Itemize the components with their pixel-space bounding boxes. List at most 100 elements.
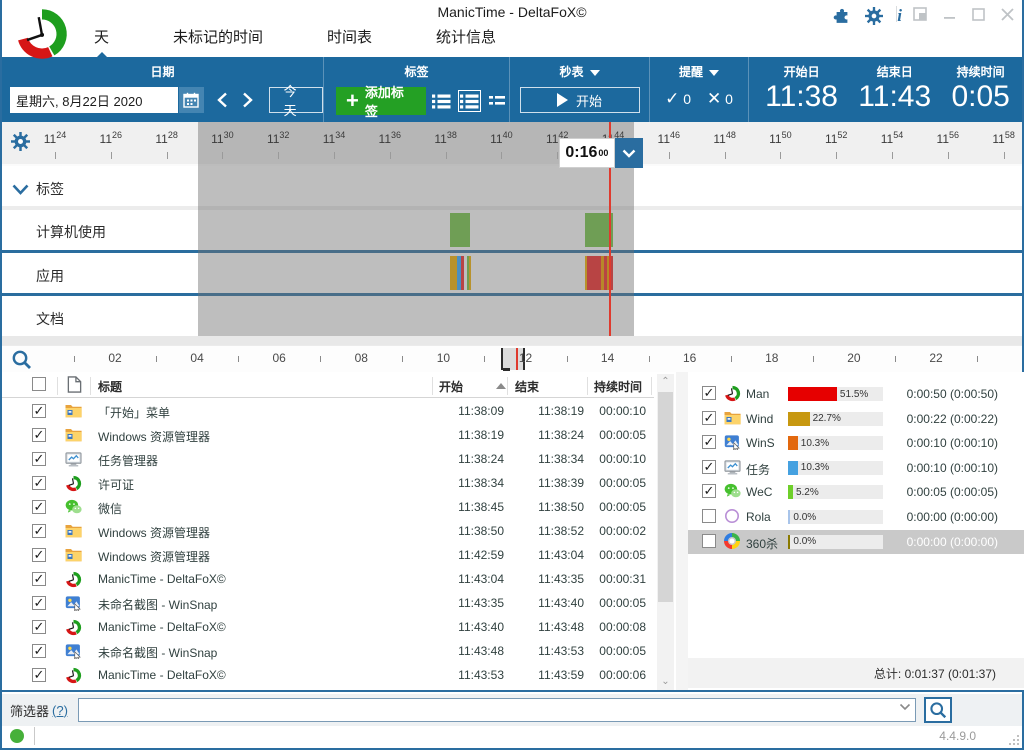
plugin-icon[interactable] — [833, 7, 851, 25]
app-checkbox[interactable]: ✓ — [702, 458, 716, 474]
timeline-settings-gear-icon[interactable] — [11, 132, 30, 151]
row-checkbox[interactable]: ✓ — [32, 499, 46, 514]
app-activity-segment[interactable] — [603, 256, 608, 290]
row-checkbox[interactable]: ✓ — [32, 571, 46, 586]
row-checkbox[interactable]: ✓ — [32, 403, 46, 418]
table-row[interactable]: ✓ 未命名截图 - WinSnap 11:43:48 11:43:53 00:00:05 — [2, 640, 654, 664]
visible-range-indicator[interactable] — [500, 348, 525, 370]
tab-day[interactable]: 天 — [90, 20, 113, 60]
timeline-row-applications-selected[interactable] — [2, 250, 1022, 296]
app-checkbox[interactable]: ✓ — [702, 385, 716, 400]
app-activity-segment[interactable] — [607, 256, 610, 290]
scroll-down-icon[interactable]: ⌄ — [661, 676, 670, 687]
selection-dropdown-button[interactable] — [614, 138, 643, 168]
table-row[interactable]: ✓ Windows 资源管理器 11:38:19 11:38:24 00:00:05 — [2, 424, 654, 448]
app-activity-segment[interactable] — [449, 256, 457, 290]
row-checkbox[interactable]: ✓ — [32, 643, 46, 658]
dock-window-icon[interactable] — [913, 7, 927, 21]
row-checkbox[interactable]: ✓ — [32, 427, 46, 442]
range-handle[interactable] — [502, 368, 510, 371]
timeline-row-tags[interactable] — [2, 166, 1022, 206]
filter-search-button[interactable] — [923, 697, 952, 723]
table-row[interactable]: ✓ 未命名截图 - WinSnap 11:43:35 11:43:40 00:00:05 — [2, 592, 654, 616]
maximize-icon[interactable] — [972, 7, 985, 21]
app-activity-segment[interactable] — [601, 256, 604, 290]
app-activity-segment[interactable] — [466, 256, 469, 290]
table-row[interactable]: ✓ ManicTime - DeltaFoX© 11:43:40 11:43:48 00… — [2, 616, 654, 640]
collapse-tags-chevron-icon[interactable] — [12, 184, 29, 195]
filter-input[interactable] — [77, 698, 916, 722]
table-row[interactable]: ✓ Windows 资源管理器 11:38:50 11:38:52 00:00:02 — [2, 520, 654, 544]
app-summary-row[interactable]: ✓ WeC 5.2% 0:00:05 (0:00:05) — [688, 480, 1024, 504]
col-start[interactable]: 开始 — [439, 380, 464, 394]
computer-usage-block[interactable] — [449, 213, 470, 247]
app-summary-row[interactable]: ✓ Man 51.5% 0:00:50 (0:00:50) — [688, 382, 1024, 406]
zoom-search-icon[interactable] — [11, 349, 32, 370]
info-icon[interactable]: i — [897, 6, 902, 25]
view-detail-icon[interactable] — [457, 90, 482, 112]
table-row[interactable]: ✓ ManicTime - DeltaFoX© 11:43:53 11:43:59 00… — [2, 664, 654, 688]
row-checkbox[interactable]: ✓ — [32, 475, 46, 490]
app-activity-segment[interactable] — [461, 256, 464, 290]
computer-usage-block[interactable] — [584, 213, 613, 247]
col-title[interactable]: 标题 — [98, 380, 123, 394]
selection-duration-label[interactable]: 0:16 00 — [558, 138, 643, 168]
col-duration[interactable]: 持续时间 — [594, 380, 643, 394]
document-column-icon[interactable] — [66, 376, 83, 393]
row-checkbox[interactable]: ✓ — [32, 547, 46, 562]
timeline[interactable]: 标签 计算机使用 应用 文档 0:16 00 1124 1126 1128 1130 11… — [2, 122, 1022, 345]
tab-timesheet[interactable]: 时间表 — [327, 29, 373, 46]
table-scrollbar[interactable]: ⌃ ⌄ — [657, 374, 674, 690]
app-summary-row[interactable]: ✓ WinS 10.3% 0:00:10 (0:00:10) — [688, 431, 1024, 455]
app-summary-row[interactable]: ✓ Wind 22.7% 0:00:22 (0:00:22) — [688, 407, 1024, 431]
timeline-row-computer-usage[interactable] — [2, 210, 1022, 250]
tab-untagged-time[interactable]: 未标记的时间 — [173, 29, 264, 46]
app-checkbox[interactable]: ✓ — [702, 434, 716, 450]
row-checkbox[interactable]: ✓ — [32, 523, 46, 538]
app-summary-row[interactable]: 360杀 0.0% 0:00:00 (0:00:00) — [688, 529, 1024, 554]
app-activity-segment[interactable] — [586, 256, 602, 290]
app-checkbox[interactable] — [702, 533, 716, 548]
app-summary-row[interactable]: ✓ 任务 10.3% 0:00:10 (0:00:10) — [688, 456, 1024, 480]
tab-statistics[interactable]: 统计信息 — [436, 29, 497, 46]
stopwatch-section-label[interactable]: 秒表 — [510, 63, 649, 80]
table-row[interactable]: ✓ 微信 11:38:45 11:38:50 00:00:05 — [2, 496, 654, 520]
row-checkbox[interactable]: ✓ — [32, 451, 46, 466]
calendar-button[interactable] — [178, 87, 204, 113]
app-activity-segment[interactable] — [456, 256, 462, 290]
select-all-checkbox[interactable] — [32, 377, 46, 391]
filter-help-link[interactable]: (?) — [52, 702, 68, 718]
table-row[interactable]: ✓ Windows 资源管理器 11:42:59 11:43:04 00:00:05 — [2, 544, 654, 568]
view-list-icon[interactable] — [430, 90, 454, 112]
add-tag-button[interactable]: + 添加标签 — [336, 85, 426, 119]
minimize-icon[interactable] — [943, 8, 956, 21]
app-checkbox[interactable]: ✓ — [702, 409, 716, 425]
table-row[interactable]: ✓ ManicTime - DeltaFoX© 11:43:04 11:43:35 00… — [2, 568, 654, 592]
filter-dropdown-chevron-icon[interactable] — [899, 703, 911, 711]
table-row[interactable]: ✓ 「开始」菜单 11:38:09 11:38:19 00:00:10 — [2, 400, 654, 424]
next-day-button[interactable] — [235, 87, 260, 113]
gear-icon[interactable] — [865, 7, 884, 25]
date-input[interactable]: 星期六, 8月22日 2020 — [10, 87, 178, 113]
app-activity-segment[interactable] — [584, 256, 587, 290]
today-button[interactable]: 今天 — [268, 84, 323, 118]
row-checkbox[interactable]: ✓ — [32, 619, 46, 634]
view-compact-icon[interactable] — [485, 90, 509, 112]
scrollbar-thumb[interactable] — [658, 392, 673, 602]
day-hours-axis[interactable]: 02 04 06 08 10 12 14 16 18 20 22 — [2, 345, 1022, 372]
prev-day-button[interactable] — [210, 87, 235, 113]
row-checkbox[interactable]: ✓ — [32, 667, 46, 682]
reminder-section-label[interactable]: 提醒 — [650, 63, 748, 80]
table-row[interactable]: ✓ 任务管理器 11:38:24 11:38:34 00:00:10 — [2, 448, 654, 472]
app-checkbox[interactable]: ✓ — [702, 483, 716, 499]
stopwatch-start-button[interactable]: 开始 — [519, 87, 640, 113]
app-activity-segment[interactable] — [468, 256, 471, 290]
timeline-row-documents[interactable] — [2, 296, 1022, 336]
col-end[interactable]: 结束 — [515, 380, 540, 394]
row-checkbox[interactable]: ✓ — [32, 595, 46, 610]
scroll-up-icon[interactable]: ⌃ — [661, 376, 670, 387]
close-icon[interactable] — [1001, 7, 1014, 21]
resize-grip[interactable] — [1008, 734, 1020, 746]
app-checkbox[interactable] — [702, 509, 716, 523]
table-row[interactable]: ✓ 许可证 11:38:34 11:38:39 00:00:05 — [2, 472, 654, 496]
